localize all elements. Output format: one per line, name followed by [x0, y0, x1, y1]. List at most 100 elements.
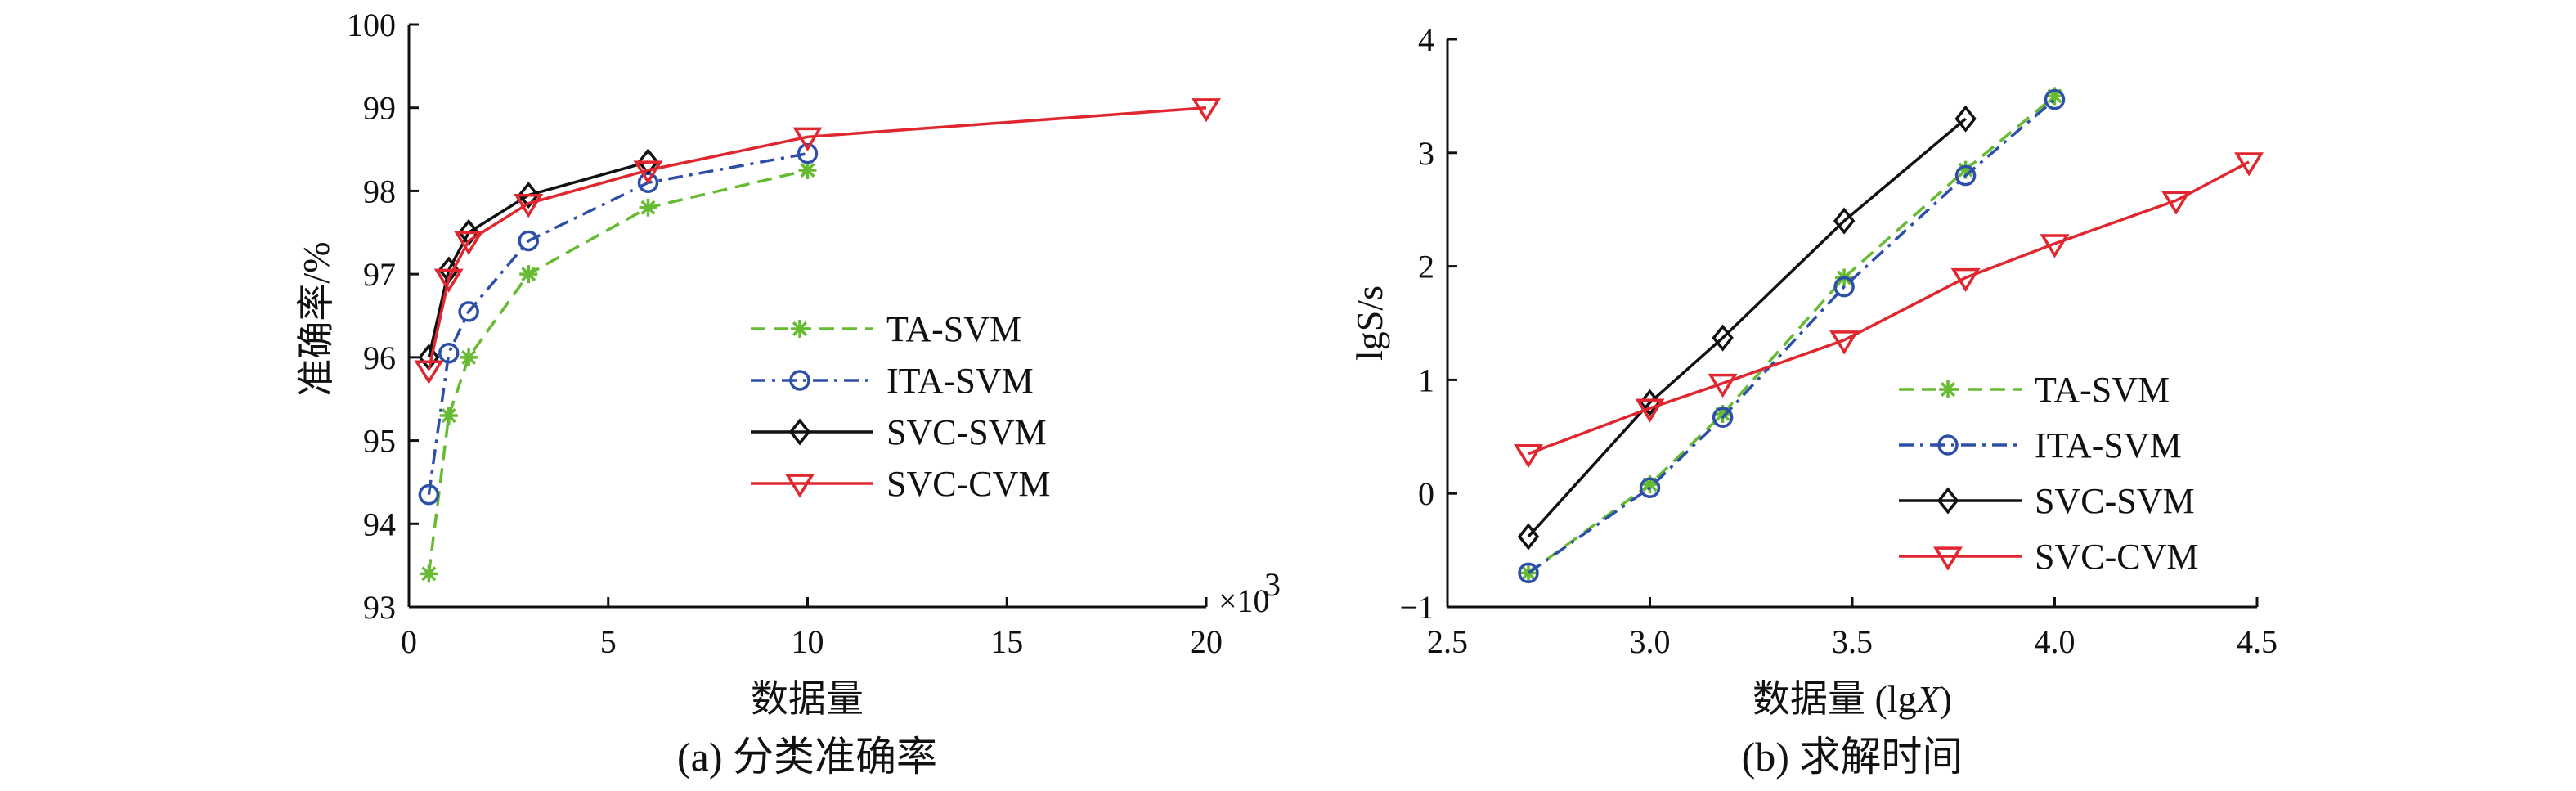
- data-point-ita-svm: [1639, 477, 1661, 499]
- caption: (a) 分类准确率: [677, 734, 937, 780]
- data-point-ta-svm: [2045, 87, 2064, 106]
- legend-label: SVC-CVM: [2035, 537, 2199, 577]
- data-point-svc-cvm: [2234, 152, 2264, 177]
- legend-label: TA-SVM: [886, 309, 1021, 349]
- y-tick-label: 99: [363, 90, 396, 127]
- legend-label: ITA-SVM: [886, 361, 1034, 401]
- data-point-ta-svm: [639, 198, 657, 217]
- chart-a: 0 5 10 15 20 93 94 95 96 97 98 99 100 TA-SVM ITA-SVM SV…: [295, 7, 1281, 780]
- legend-marker-ita-svm: [1937, 434, 1959, 456]
- data-point-svc-svm: [1954, 105, 1977, 133]
- x-tick-label: 5: [600, 623, 617, 660]
- data-point-svc-cvm: [633, 160, 663, 185]
- series-line-svc-svm: [1527, 117, 1967, 538]
- data-point-ita-svm: [1712, 407, 1734, 428]
- y-tick-label: 2: [1418, 249, 1434, 285]
- data-point-svc-cvm: [1514, 443, 1543, 469]
- data-point-svc-cvm: [792, 127, 823, 151]
- x-axis-label-var: X: [1915, 678, 1941, 720]
- data-point-svc-cvm: [414, 360, 444, 384]
- x-axis-label-suffix: ): [1940, 678, 1952, 720]
- x-tick-label: 4.5: [2237, 623, 2278, 660]
- legend-marker-svc-svm: [1936, 487, 1959, 515]
- data-point-ta-svm: [1640, 475, 1659, 494]
- x-tick-label: 15: [990, 623, 1023, 660]
- data-point-svc-svm: [637, 148, 659, 176]
- x-tick-label: 3.5: [1832, 623, 1873, 660]
- data-point-svc-svm: [1517, 523, 1540, 551]
- x-tick-label: 10: [792, 623, 824, 660]
- data-point-ta-svm: [1956, 160, 1975, 179]
- data-point-svc-cvm: [2161, 191, 2191, 215]
- series-line-ta-svm: [1527, 95, 2056, 574]
- data-point-ta-svm: [798, 161, 817, 179]
- y-tick-label: 100: [347, 7, 396, 43]
- legend-label: ITA-SVM: [2035, 425, 2182, 465]
- x-axis-label: 数据量 (lgX): [1752, 678, 1952, 720]
- legend-label: SVC-SVM: [886, 412, 1047, 452]
- y-tick-label: 3: [1418, 135, 1434, 172]
- y-tick-label: 0: [1418, 475, 1434, 512]
- x-tick-label: 20: [1190, 623, 1223, 660]
- y-tick-label: 93: [363, 589, 396, 626]
- data-point-ita-svm: [418, 483, 440, 506]
- y-tick-label: 97: [363, 256, 396, 293]
- x-tick-label: 0: [401, 623, 417, 660]
- data-point-svc-svm: [1712, 324, 1734, 352]
- data-point-svc-cvm: [2040, 234, 2070, 258]
- series-line-svc-svm: [427, 160, 648, 358]
- y-tick-label: 94: [363, 506, 396, 542]
- data-point-svc-cvm: [454, 231, 484, 256]
- data-point-ta-svm: [439, 407, 458, 425]
- series-line-svc-cvm: [1528, 160, 2250, 456]
- legend-marker-ita-svm: [789, 370, 810, 391]
- series-line-ta-svm: [427, 169, 808, 574]
- x-multiplier: ×10: [1218, 582, 1270, 619]
- y-tick-label: 96: [363, 339, 396, 376]
- y-tick-label: 95: [363, 423, 396, 460]
- data-point-svc-cvm: [1829, 330, 1860, 355]
- legend-label: TA-SVM: [2035, 370, 2170, 410]
- series-line-ita-svm: [1527, 98, 2056, 574]
- legend-marker-svc-cvm: [785, 474, 815, 498]
- data-point-svc-cvm: [1950, 267, 1981, 293]
- caption: (b) 求解时间: [1742, 734, 1963, 780]
- data-point-svc-cvm: [1192, 98, 1221, 123]
- x-axis-label-prefix: 数据量 (lg: [1752, 678, 1917, 720]
- data-point-ita-svm: [438, 343, 460, 364]
- data-point-svc-cvm: [433, 268, 464, 293]
- legend-marker-svc-cvm: [1933, 546, 1963, 571]
- data-point-ita-svm: [797, 142, 819, 164]
- x-tick-label: 3.0: [1630, 623, 1671, 660]
- data-point-ita-svm: [1833, 276, 1855, 298]
- legend-marker-svc-svm: [788, 418, 811, 446]
- series-line-svc-cvm: [427, 106, 1207, 371]
- series-line-ita-svm: [427, 151, 808, 495]
- y-tick-label: 4: [1418, 21, 1434, 58]
- y-tick-label: −1: [1399, 589, 1434, 626]
- data-point-ita-svm: [1954, 164, 1977, 187]
- data-point-ita-svm: [1518, 562, 1539, 584]
- data-point-ita-svm: [458, 301, 479, 322]
- data-point-ta-svm: [460, 348, 478, 366]
- data-point-svc-cvm: [1708, 373, 1738, 398]
- y-axis-label: lgS/s: [1349, 285, 1390, 361]
- data-point-ita-svm: [518, 230, 539, 252]
- y-axis-label: 准确率/%: [295, 241, 337, 396]
- data-point-ta-svm: [420, 564, 438, 583]
- legend-label: SVC-SVM: [2035, 481, 2195, 521]
- data-point-svc-cvm: [1635, 398, 1665, 423]
- data-point-ta-svm: [1713, 405, 1732, 424]
- chart-b: 2.5 3.0 3.5 4.0 4.5 −1 0 1 2 3 4 TA-SVM ITA-SVM SVC-S…: [1349, 21, 2278, 780]
- data-point-ta-svm: [519, 265, 538, 284]
- y-tick-label: 98: [363, 173, 396, 209]
- legend-marker-ta-svm: [791, 320, 809, 338]
- data-point-ita-svm: [2044, 88, 2066, 110]
- y-tick-label: 1: [1418, 362, 1434, 398]
- data-point-svc-svm: [518, 181, 540, 209]
- legend-marker-ta-svm: [1939, 380, 1957, 398]
- data-point-svc-svm: [1833, 207, 1856, 235]
- data-point-svc-cvm: [514, 194, 544, 218]
- x-multiplier-exp: 3: [1264, 566, 1281, 603]
